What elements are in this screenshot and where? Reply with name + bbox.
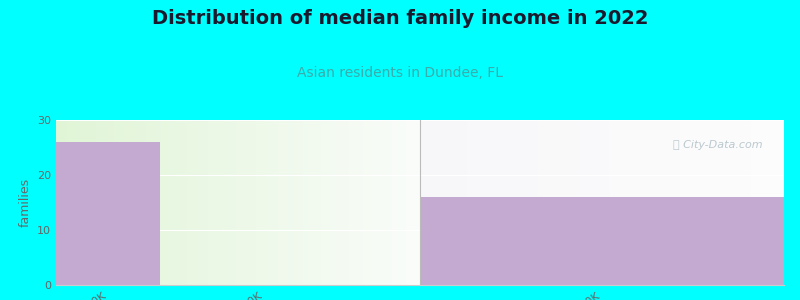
Bar — [420, 197, 784, 285]
Text: Asian residents in Dundee, FL: Asian residents in Dundee, FL — [297, 66, 503, 80]
Text: Distribution of median family income in 2022: Distribution of median family income in … — [152, 9, 648, 28]
Text: ⓘ City-Data.com: ⓘ City-Data.com — [673, 140, 762, 150]
Bar — [56, 142, 160, 285]
Y-axis label: families: families — [18, 178, 31, 227]
